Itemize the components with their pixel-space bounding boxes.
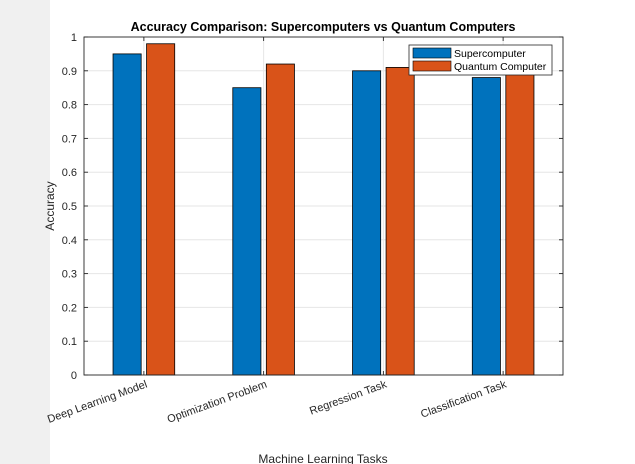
x-tick-label: Classification Task (419, 378, 508, 420)
y-tick-label: 0 (71, 370, 77, 382)
y-tick-label: 0.9 (62, 66, 77, 78)
bar-1-2 (385, 67, 415, 376)
x-tick-label: Optimization Problem (166, 379, 269, 426)
legend-label-1: Quantum Computer (454, 61, 547, 73)
y-tick-label: 0.2 (62, 302, 77, 314)
y-tick-label: 0.6 (62, 167, 77, 179)
bar-0-2 (352, 70, 382, 376)
bar-1-0 (146, 43, 176, 376)
bar-1-1 (265, 63, 295, 376)
legend-swatch-0 (412, 47, 452, 59)
y-axis-label: Accuracy (43, 181, 57, 230)
x-axis-label: Machine Learning Tasks (258, 452, 387, 464)
legend-label-0: Supercomputer (454, 48, 526, 60)
y-tick-label: 0.7 (62, 133, 77, 145)
y-tick-label: 0.5 (62, 201, 77, 213)
bar-0-0 (112, 53, 142, 376)
y-tick-label: 0.8 (62, 100, 77, 112)
legend-swatch-1 (412, 60, 452, 72)
x-tick-label: Regression Task (308, 378, 389, 417)
y-tick-label: 1 (71, 32, 77, 44)
y-tick-label: 0.3 (62, 269, 77, 281)
bar-0-3 (471, 77, 501, 376)
y-tick-label: 0.4 (62, 235, 77, 247)
x-tick-label: Deep Learning Model (46, 379, 149, 426)
y-tick-label: 0.1 (62, 336, 77, 348)
chart-title: Accuracy Comparison: Supercomputers vs Q… (131, 20, 516, 34)
bar-0-1 (232, 87, 262, 376)
bars (112, 43, 535, 376)
bar-1-3 (505, 73, 535, 376)
